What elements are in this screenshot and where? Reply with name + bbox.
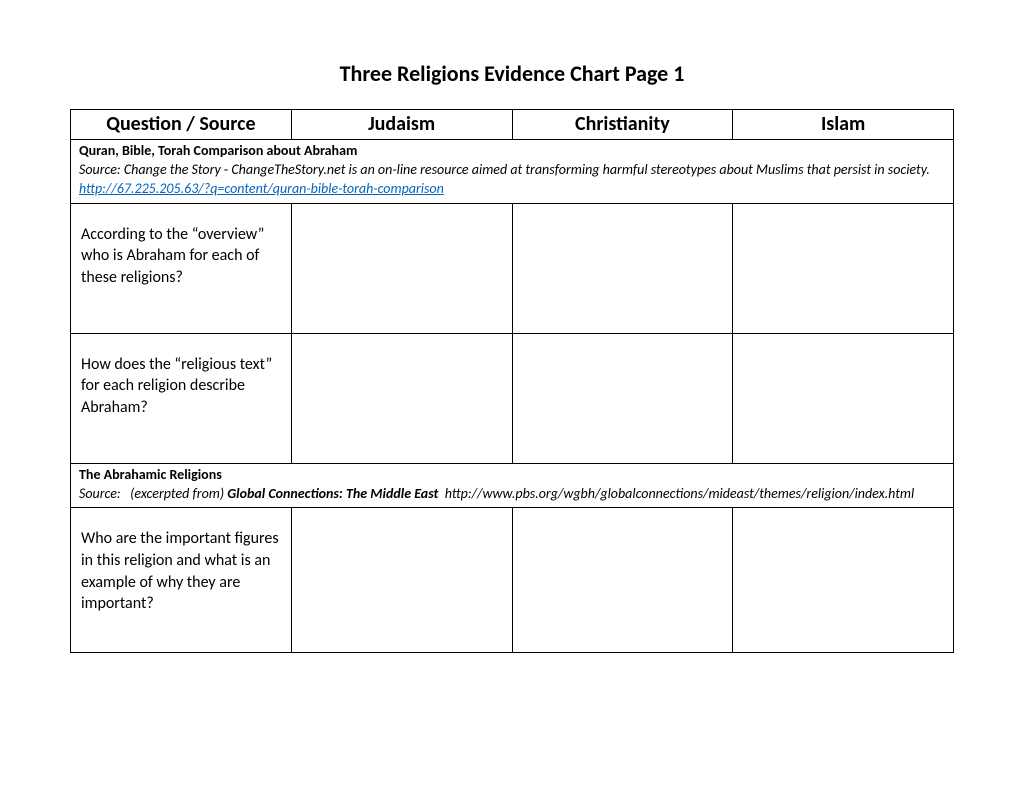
- question-row-2: How does the “religious text” for each r…: [71, 333, 954, 463]
- col-header-question: Question / Source: [71, 110, 292, 140]
- table-header-row: Question / Source Judaism Christianity I…: [71, 110, 954, 140]
- source1-title: Quran, Bible, Torah Comparison about Abr…: [79, 142, 357, 159]
- source2-bold: Global Connections: The Middle East: [227, 485, 438, 502]
- col-header-islam: Islam: [733, 110, 954, 140]
- col-header-christianity: Christianity: [512, 110, 733, 140]
- q3-christianity: [512, 508, 733, 653]
- q1-christianity: [512, 203, 733, 333]
- source1-prefix: Source: Change the Story: [79, 161, 221, 178]
- q3-islam: [733, 508, 954, 653]
- question-2: How does the “religious text” for each r…: [71, 333, 292, 463]
- page-title: Three Religions Evidence Chart Page 1: [70, 60, 954, 87]
- question-3: Who are the important figures in this re…: [71, 508, 292, 653]
- source2-prefix: Source: (excerpted from): [79, 485, 224, 502]
- source1-link[interactable]: http://67.225.205.63/?q=content/quran-bi…: [79, 180, 444, 197]
- question-1: According to the “overview” who is Abrah…: [71, 203, 292, 333]
- q2-christianity: [512, 333, 733, 463]
- question-row-1: According to the “overview” who is Abrah…: [71, 203, 954, 333]
- q2-islam: [733, 333, 954, 463]
- q1-islam: [733, 203, 954, 333]
- question-row-3: Who are the important figures in this re…: [71, 508, 954, 653]
- source-row-2: The Abrahamic Religions Source: (excerpt…: [71, 463, 954, 508]
- q2-judaism: [291, 333, 512, 463]
- evidence-chart-table: Question / Source Judaism Christianity I…: [70, 109, 954, 653]
- col-header-judaism: Judaism: [291, 110, 512, 140]
- q1-judaism: [291, 203, 512, 333]
- source1-dash: -: [224, 161, 228, 178]
- source-row-1: Quran, Bible, Torah Comparison about Abr…: [71, 140, 954, 204]
- source1-body: ChangeTheStory.net is an on-line resourc…: [231, 161, 929, 178]
- q3-judaism: [291, 508, 512, 653]
- source2-title: The Abrahamic Religions: [79, 466, 222, 483]
- source2-url: http://www.pbs.org/wgbh/globalconnection…: [438, 485, 914, 502]
